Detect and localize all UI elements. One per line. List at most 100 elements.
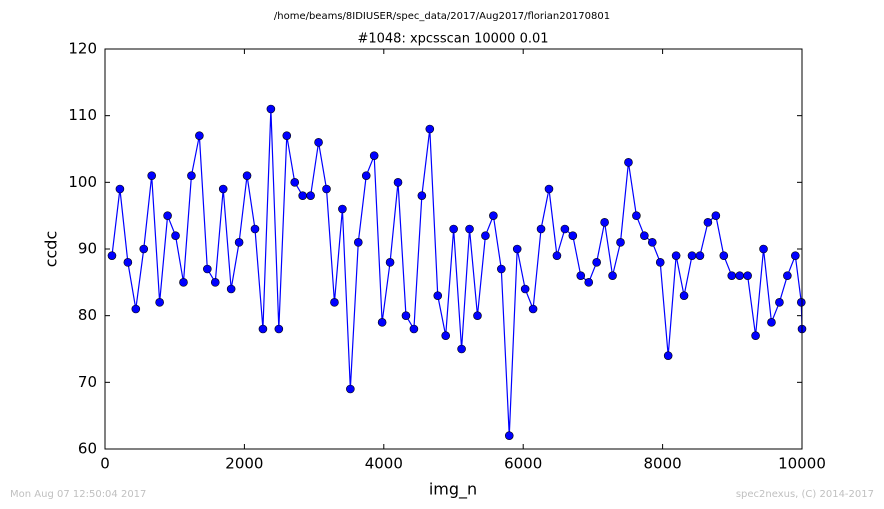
data-point [647, 238, 657, 247]
data-point [314, 138, 323, 147]
data-point [338, 204, 347, 214]
data-point [504, 431, 514, 440]
data-point [385, 258, 395, 267]
x-axis-label: img_n [429, 480, 477, 500]
data-point [441, 331, 450, 340]
data-point [719, 251, 729, 260]
data-point [544, 184, 554, 194]
data-point [568, 231, 578, 240]
data-point [210, 278, 220, 287]
data-point [187, 171, 196, 180]
y-tick-label: 110 [68, 106, 97, 124]
data-point [520, 284, 530, 294]
data-point [767, 318, 776, 327]
data-point [234, 238, 244, 247]
data-point [528, 304, 538, 314]
data-point [759, 244, 768, 254]
plot-frame [104, 48, 803, 450]
data-point [727, 271, 737, 280]
data-point [266, 104, 276, 114]
data-point [687, 251, 697, 260]
data-point [751, 331, 760, 340]
x-tick-label: 0 [100, 455, 110, 473]
x-tick-label: 10000 [778, 455, 826, 473]
data-point [600, 218, 609, 227]
y-axis-label: ccdc [42, 231, 61, 268]
data-point [449, 224, 458, 234]
data-point [417, 191, 427, 200]
data-point [139, 244, 149, 254]
y-tick-label: 100 [68, 173, 97, 191]
footer-right: spec2nexus, (C) 2014-2017 [736, 489, 874, 500]
data-point [512, 244, 522, 254]
y-tick-label: 80 [78, 306, 97, 324]
x-tick-label: 8000 [644, 455, 682, 473]
data-point [401, 311, 411, 320]
chart-title: #1048: xpcsscan 10000 0.01 [357, 32, 548, 47]
data-point [592, 258, 601, 267]
data-point [115, 184, 125, 194]
data-point [107, 251, 117, 260]
data-point [775, 298, 784, 307]
x-tick-label: 6000 [504, 455, 542, 473]
data-point [584, 278, 594, 287]
data-point [552, 251, 562, 260]
data-point [783, 271, 792, 280]
data-point [433, 291, 443, 300]
y-tick-label: 70 [78, 373, 97, 391]
data-point [155, 298, 164, 307]
data-point [632, 211, 641, 220]
data-point [576, 271, 586, 280]
data-point [226, 284, 236, 294]
data-point [679, 291, 689, 300]
data-point [791, 251, 800, 260]
data-point [250, 224, 260, 234]
y-tick-label: 60 [78, 440, 97, 458]
data-point [377, 318, 387, 327]
y-tick-label: 120 [68, 40, 97, 58]
data-point [640, 231, 649, 240]
data-point [346, 384, 355, 394]
data-point [353, 238, 363, 247]
data-point [536, 224, 546, 234]
data-point [179, 278, 188, 287]
data-point [473, 311, 482, 320]
data-point [671, 251, 681, 260]
data-point [655, 258, 665, 267]
data-point [425, 124, 435, 134]
data-point [306, 191, 315, 200]
data-point [409, 324, 419, 334]
data-point [290, 178, 300, 187]
data-point [195, 131, 204, 140]
data-point [298, 191, 307, 200]
data-point [218, 184, 228, 194]
data-point [147, 171, 156, 180]
data-point [497, 264, 506, 274]
data-point [743, 271, 752, 280]
data-point [489, 211, 498, 220]
footer-left: Mon Aug 07 12:50:04 2017 [10, 489, 146, 500]
data-point [663, 351, 673, 360]
data-point [481, 231, 490, 240]
data-point [203, 264, 212, 274]
data-point [695, 251, 705, 260]
data-point [797, 298, 806, 307]
data-point [123, 258, 133, 267]
data-point [735, 271, 744, 280]
data-point [258, 324, 268, 334]
data-point [711, 211, 721, 220]
data-point [560, 224, 570, 234]
x-tick-label: 4000 [365, 455, 403, 473]
data-point [330, 298, 339, 307]
data-point [274, 324, 284, 334]
data-point [624, 158, 633, 167]
data-point [163, 211, 172, 220]
data-point [322, 184, 331, 194]
data-point [361, 171, 371, 180]
data-point [242, 171, 252, 180]
data-point [393, 178, 403, 187]
suptitle: /home/beams/8IDIUSER/spec_data/2017/Aug2… [274, 11, 610, 22]
data-point [703, 218, 713, 227]
